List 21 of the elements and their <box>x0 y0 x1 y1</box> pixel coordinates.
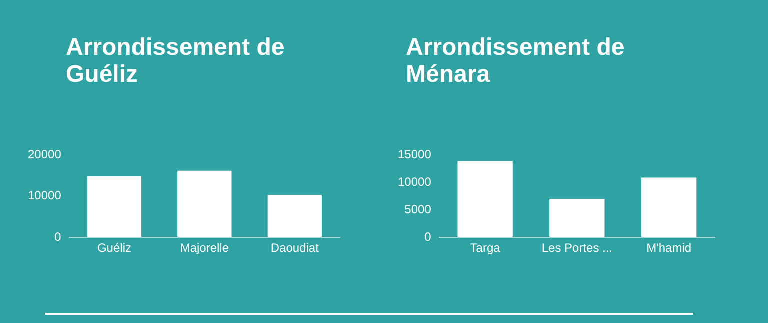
chart-title: Arrondissement de Guéliz <box>66 34 286 88</box>
y-tick-label: 0 <box>54 230 62 244</box>
y-tick-label: 5000 <box>404 202 432 216</box>
x-tick-label: Targa <box>470 241 501 256</box>
bar <box>87 176 142 238</box>
y-tick-label: 10000 <box>398 174 432 189</box>
x-tick-label: Les Portes ... <box>542 241 613 256</box>
y-tick-label: 15000 <box>398 148 432 162</box>
chart-title: Arrondissement de Ménara <box>406 34 626 88</box>
x-tick-label: Daoudiat <box>270 241 320 256</box>
bar <box>550 199 605 238</box>
y-tick-label: 10000 <box>28 188 62 203</box>
y-tick-label: 0 <box>424 230 432 244</box>
bar <box>458 161 513 238</box>
y-tick-label: 20000 <box>28 148 62 162</box>
bar <box>178 170 232 238</box>
x-tick-label: Guéliz <box>97 241 132 256</box>
bar <box>268 195 322 238</box>
x-tick-label: M'hamid <box>646 241 692 256</box>
bar <box>642 178 697 238</box>
x-tick-label: Majorelle <box>180 241 230 256</box>
